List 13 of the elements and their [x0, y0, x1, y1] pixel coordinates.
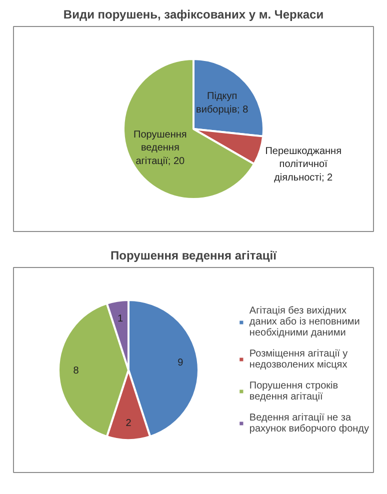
data-label: Перешкоджання політичної діяльності; 2: [265, 146, 342, 184]
data-label: 2: [126, 418, 132, 429]
legend-label: Порушення строків ведення агітації: [249, 380, 338, 402]
chart-title: Види порушень, зафіксованих у м. Черкаси: [63, 8, 324, 22]
data-label: 8: [73, 366, 80, 376]
legend-label: Розміщення агітації у недозволених місцях: [249, 348, 348, 370]
data-label: 1: [118, 314, 124, 325]
legend-label: Агітація без вихідних даних або із неповними необхідними даними: [249, 305, 360, 338]
chart-title: Порушення ведення агітації: [110, 248, 278, 262]
legend-label: Ведення агітації не за рахунок виборчого фонду: [249, 412, 369, 434]
data-label: Підкуп виборців; 8: [196, 91, 249, 116]
data-label: Порушення ведення агітації; 20: [134, 130, 187, 167]
data-label: 9: [178, 357, 184, 368]
